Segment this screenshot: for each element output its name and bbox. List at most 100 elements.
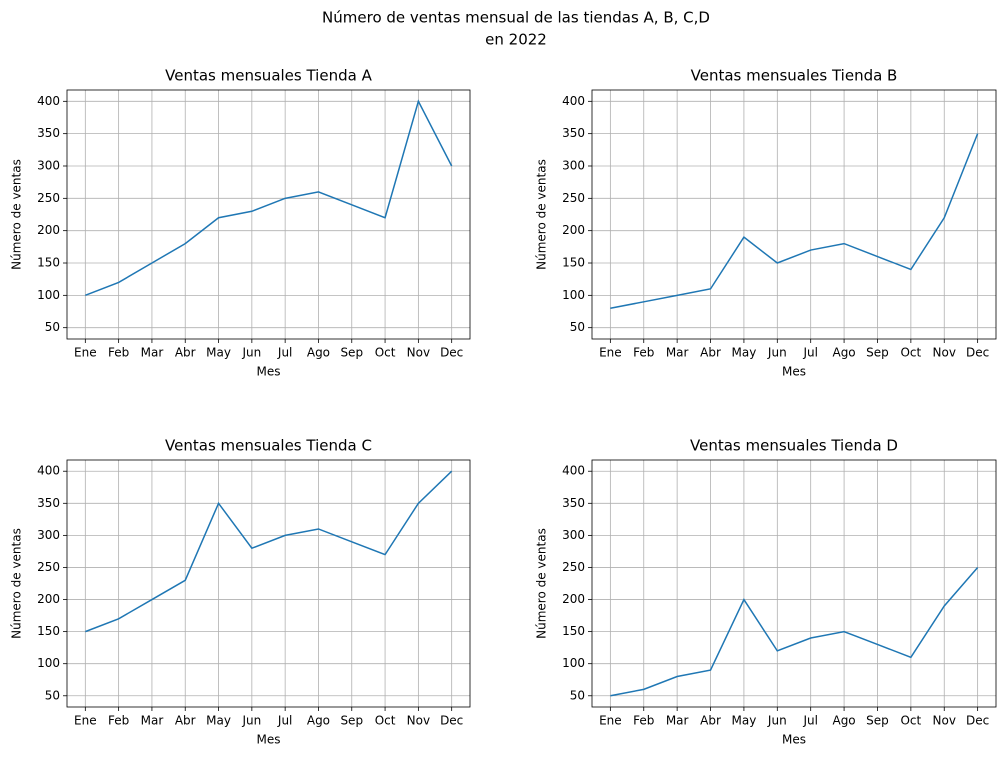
x-tick-label: Sep [340, 714, 363, 728]
y-tick-label: 100 [562, 288, 585, 302]
axes-frame [66, 89, 471, 340]
y-tick-label: 400 [562, 464, 585, 478]
x-tick-label: Ene [599, 714, 622, 728]
y-tick-label: 350 [37, 496, 60, 510]
x-tick-label: Sep [340, 346, 363, 360]
y-tick-label: 250 [562, 560, 585, 574]
x-axis-label: Mes [782, 365, 806, 379]
x-tick-label: Mar [141, 346, 164, 360]
figure-title: en 2022 [485, 31, 547, 49]
x-tick-label: Ago [307, 346, 330, 360]
x-tick-label: Nov [933, 346, 956, 360]
y-tick-label: 150 [37, 624, 60, 638]
x-tick-label: Jul [277, 714, 292, 728]
y-tick-label: 350 [562, 496, 585, 510]
y-tick-label: 400 [562, 94, 585, 108]
x-tick-label: Jun [767, 346, 787, 360]
x-tick-label: Sep [866, 714, 889, 728]
y-tick-label: 300 [37, 528, 60, 542]
x-tick-label: Dec [966, 346, 989, 360]
y-axis-label: Número de ventas [10, 159, 24, 270]
x-tick-label: Jun [241, 714, 261, 728]
x-tick-label: Jun [241, 346, 261, 360]
x-tick-label: Nov [407, 346, 430, 360]
x-axis-label: Mes [257, 365, 281, 379]
x-tick-label: Abr [175, 346, 196, 360]
y-tick-label: 150 [562, 256, 585, 270]
y-tick-label: 250 [37, 191, 60, 205]
x-tick-label: Mar [666, 714, 689, 728]
y-tick-label: 50 [45, 320, 60, 334]
y-tick-label: 200 [37, 223, 60, 237]
x-tick-label: Ago [307, 714, 330, 728]
x-tick-label: Nov [933, 714, 956, 728]
x-tick-label: Feb [108, 714, 129, 728]
line [610, 133, 979, 310]
y-tick-label: 250 [562, 191, 585, 205]
subplot-title: Ventas mensuales Tienda A [165, 67, 372, 85]
x-tick-label: May [732, 346, 757, 360]
y-axis-label: Número de ventas [535, 159, 549, 270]
x-tick-label: Dec [440, 714, 463, 728]
y-tick-label: 300 [562, 528, 585, 542]
x-tick-label: Abr [700, 714, 721, 728]
y-tick-label: 50 [570, 320, 585, 334]
x-tick-label: Jul [802, 714, 817, 728]
x-tick-label: Jul [802, 346, 817, 360]
x-tick-label: Dec [966, 714, 989, 728]
x-tick-label: Ene [599, 346, 622, 360]
x-tick-label: May [206, 346, 231, 360]
x-tick-label: Jun [767, 714, 787, 728]
y-tick-label: 200 [562, 592, 585, 606]
x-tick-label: Feb [633, 714, 654, 728]
y-tick-label: 250 [37, 560, 60, 574]
axes-frame [591, 89, 997, 340]
x-tick-label: Oct [900, 714, 921, 728]
x-tick-label: May [732, 714, 757, 728]
subplot-title: Ventas mensuales Tienda D [690, 437, 898, 455]
x-tick-label: Feb [108, 346, 129, 360]
y-tick-label: 200 [37, 592, 60, 606]
x-tick-label: Abr [700, 346, 721, 360]
y-tick-label: 150 [37, 256, 60, 270]
x-tick-label: Ene [74, 714, 97, 728]
x-tick-label: Nov [407, 714, 430, 728]
line [85, 99, 453, 297]
x-tick-label: Oct [375, 346, 396, 360]
y-tick-label: 350 [37, 126, 60, 140]
x-tick-label: Dec [440, 346, 463, 360]
y-tick-label: 100 [37, 656, 60, 670]
x-axis-label: Mes [257, 733, 281, 747]
y-tick-label: 50 [570, 688, 585, 702]
axes-frame [591, 459, 997, 708]
x-axis-label: Mes [782, 733, 806, 747]
figure-title: Número de ventas mensual de las tiendas … [322, 9, 710, 27]
x-tick-label: Sep [866, 346, 889, 360]
subplot-title: Ventas mensuales Tienda C [165, 437, 372, 455]
x-tick-label: Oct [375, 714, 396, 728]
y-axis-label: Número de ventas [10, 528, 24, 639]
x-tick-label: May [206, 714, 231, 728]
y-tick-label: 400 [37, 464, 60, 478]
axes-frame [66, 459, 471, 708]
y-tick-label: 150 [562, 624, 585, 638]
x-tick-label: Jul [277, 346, 292, 360]
line [85, 470, 453, 633]
y-tick-label: 300 [37, 158, 60, 172]
y-axis-label: Número de ventas [535, 528, 549, 639]
y-tick-label: 50 [45, 688, 60, 702]
x-tick-label: Mar [666, 346, 689, 360]
y-tick-label: 400 [37, 94, 60, 108]
y-tick-label: 100 [562, 656, 585, 670]
subplot-title: Ventas mensuales Tienda B [691, 67, 898, 85]
x-tick-label: Ago [832, 714, 855, 728]
y-tick-label: 300 [562, 158, 585, 172]
x-tick-label: Feb [633, 346, 654, 360]
y-tick-label: 100 [37, 288, 60, 302]
x-tick-label: Mar [141, 714, 164, 728]
x-tick-label: Ene [74, 346, 97, 360]
y-tick-label: 200 [562, 223, 585, 237]
x-tick-label: Oct [900, 346, 921, 360]
line [610, 566, 979, 697]
